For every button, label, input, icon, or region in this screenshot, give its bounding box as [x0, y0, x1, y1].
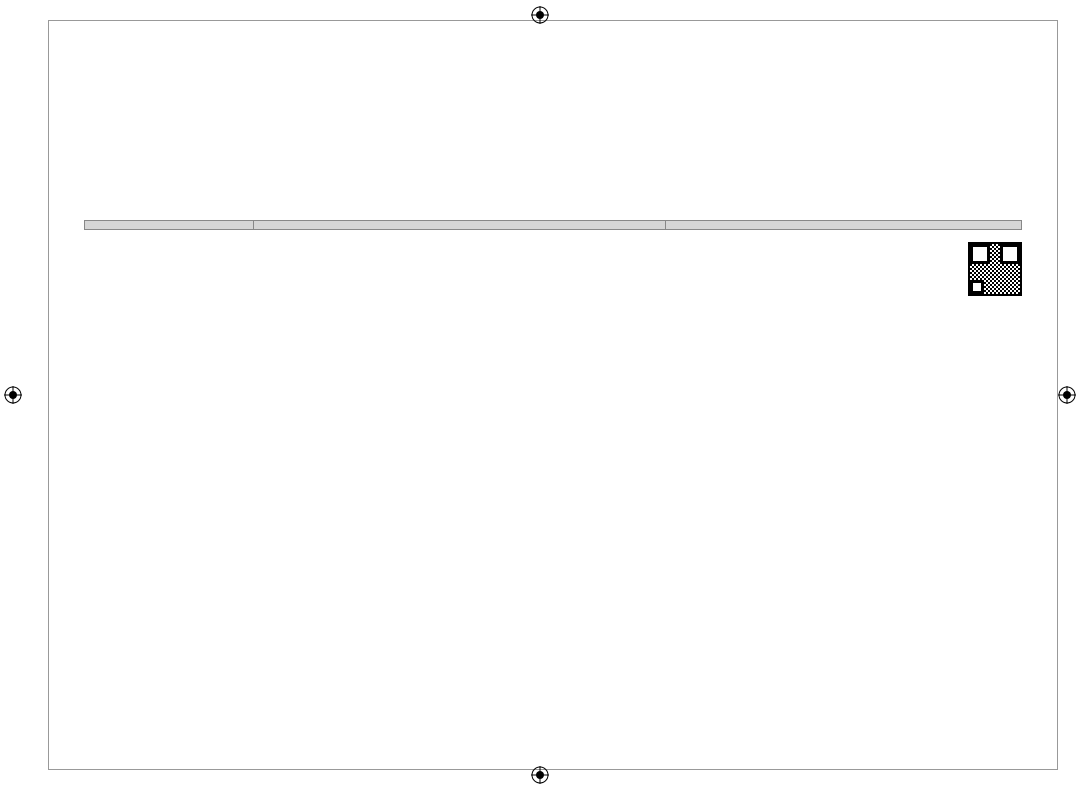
registration-mark-icon: [531, 6, 549, 24]
col-header-country: [85, 221, 254, 230]
table-header-row: [85, 221, 1022, 230]
crop-line-left: [48, 20, 49, 770]
qr-code-icon: [968, 242, 1022, 296]
crop-line-top: [48, 20, 1058, 21]
support-contacts-table: [84, 220, 1022, 230]
registration-mark-icon: [4, 386, 22, 404]
crop-line-bottom: [48, 769, 1058, 770]
col-header-phone: [253, 221, 665, 230]
registration-mark-icon: [1058, 386, 1076, 404]
col-header-url: [665, 221, 1021, 230]
registration-mark-icon: [531, 766, 549, 784]
